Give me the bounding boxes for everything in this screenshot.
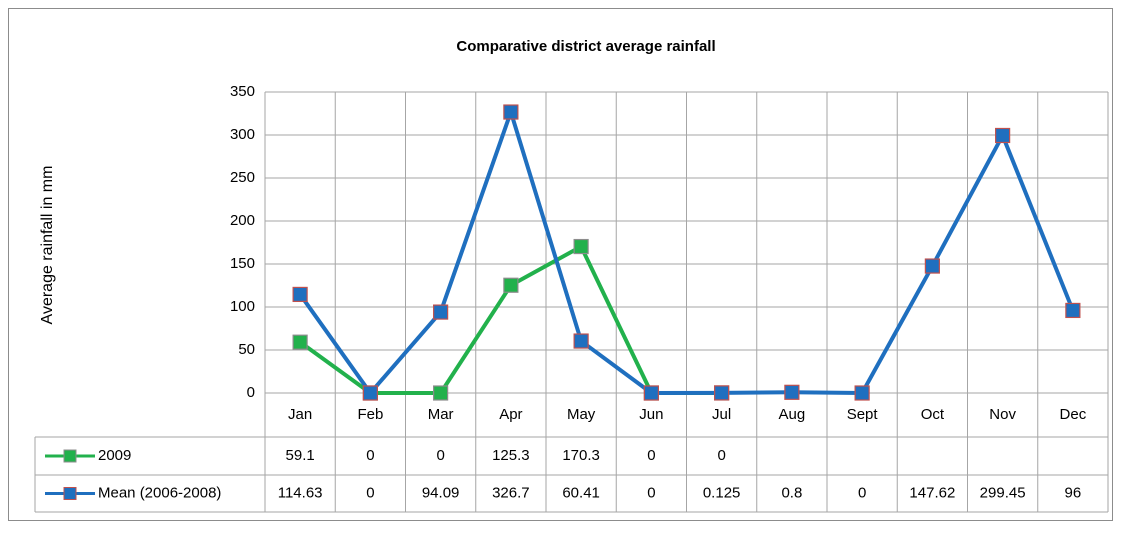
series-line bbox=[298, 110, 1075, 395]
table-value: 326.7 bbox=[492, 484, 530, 501]
table-value: 0.8 bbox=[781, 484, 802, 501]
x-tick-label: Feb bbox=[357, 406, 383, 423]
legend-label: 2009 bbox=[98, 447, 131, 464]
point-marker bbox=[292, 334, 308, 350]
point-marker bbox=[573, 333, 589, 349]
table-value: 0 bbox=[366, 484, 374, 501]
table-value: 96 bbox=[1065, 484, 1082, 501]
table-value: 60.41 bbox=[562, 484, 600, 501]
table-value: 59.1 bbox=[286, 447, 315, 464]
x-tick-label: Nov bbox=[989, 406, 1016, 423]
point-marker bbox=[292, 286, 308, 303]
point-marker bbox=[433, 304, 449, 320]
table-value: 0 bbox=[647, 484, 655, 501]
x-tick-label: May bbox=[567, 406, 596, 423]
chart-title: Comparative district average rainfall bbox=[456, 38, 715, 55]
table-value: 147.62 bbox=[909, 484, 955, 501]
y-axis-label: Average rainfall in mm bbox=[39, 166, 56, 325]
y-tick-label: 150 bbox=[230, 255, 255, 272]
point-marker bbox=[362, 385, 378, 401]
y-tick-label: 200 bbox=[230, 212, 255, 229]
table-value: 0 bbox=[647, 447, 655, 464]
table-value: 0.125 bbox=[703, 484, 741, 501]
x-tick-label: Apr bbox=[499, 406, 522, 423]
table-value: 125.3 bbox=[492, 447, 530, 464]
x-tick-label: Jan bbox=[288, 406, 312, 423]
point-marker bbox=[854, 385, 870, 401]
x-tick-label: Aug bbox=[779, 406, 806, 423]
legend-label: Mean (2006-2008) bbox=[98, 484, 221, 501]
table-value: 299.45 bbox=[980, 484, 1026, 501]
y-tick-label: 250 bbox=[230, 169, 255, 186]
y-tick-label: 350 bbox=[230, 83, 255, 100]
legend-marker bbox=[63, 449, 77, 463]
x-tick-label: Oct bbox=[921, 406, 945, 423]
x-tick-label: Jun bbox=[639, 406, 663, 423]
point-marker bbox=[995, 127, 1011, 144]
point-marker bbox=[643, 385, 659, 401]
point-marker bbox=[924, 258, 940, 274]
legend-marker bbox=[63, 487, 77, 500]
point-marker bbox=[714, 385, 730, 401]
point-marker bbox=[573, 238, 589, 255]
point-marker bbox=[503, 277, 519, 293]
point-marker bbox=[433, 385, 449, 401]
y-tick-label: 300 bbox=[230, 126, 255, 143]
table-value: 0 bbox=[858, 484, 866, 501]
table-value: 170.3 bbox=[562, 447, 600, 464]
point-marker bbox=[503, 104, 519, 120]
table-value: 0 bbox=[436, 447, 444, 464]
table-value: 94.09 bbox=[422, 484, 460, 501]
y-tick-label: 50 bbox=[238, 341, 255, 358]
table-value: 114.63 bbox=[278, 484, 323, 501]
y-tick-label: 0 bbox=[247, 384, 255, 401]
point-marker bbox=[784, 384, 800, 400]
x-tick-label: Jul bbox=[712, 406, 731, 423]
point-marker bbox=[1065, 302, 1081, 319]
y-tick-label: 100 bbox=[230, 298, 255, 315]
x-tick-label: Sept bbox=[847, 406, 879, 423]
x-tick-label: Dec bbox=[1060, 406, 1087, 423]
table-value: 0 bbox=[717, 447, 725, 464]
table-value: 0 bbox=[366, 447, 374, 464]
x-tick-label: Mar bbox=[428, 406, 454, 423]
